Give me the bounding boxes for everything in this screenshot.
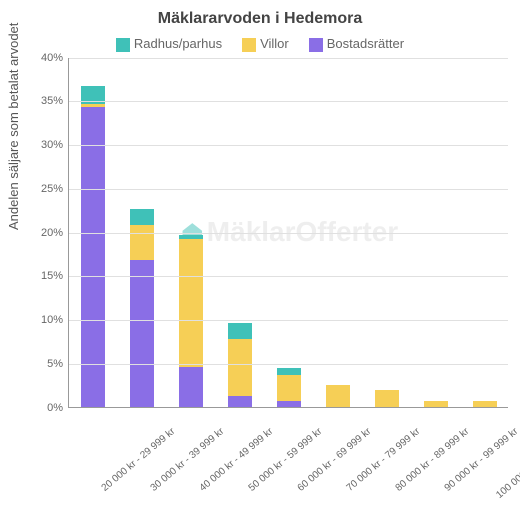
bar-segment-villor <box>277 375 301 401</box>
y-tick-label: 25% <box>29 183 63 195</box>
bar-segment-radhus <box>277 368 301 375</box>
legend-item: Bostadsrätter <box>309 36 404 52</box>
y-tick-label: 15% <box>29 270 63 282</box>
bar-segment-radhus <box>179 235 203 239</box>
gridline <box>69 364 508 365</box>
bar-segment-radhus <box>228 323 252 340</box>
legend-swatch <box>116 38 130 52</box>
legend-label: Villor <box>260 36 289 51</box>
gridline <box>69 276 508 277</box>
bar-segment-bostadsratter <box>81 107 105 406</box>
bar-segment-bostadsratter <box>228 396 252 407</box>
gridline <box>69 233 508 234</box>
y-tick-label: 5% <box>29 358 63 370</box>
chart-title: Mäklararvoden i Hedemora <box>10 10 510 28</box>
bar-segment-villor <box>81 104 105 108</box>
legend-item: Villor <box>242 36 289 52</box>
gridline <box>69 189 508 190</box>
bar-segment-bostadsratter <box>277 401 301 406</box>
y-tick-label: 40% <box>29 52 63 64</box>
y-tick-label: 35% <box>29 95 63 107</box>
bar-segment-villor <box>179 239 203 368</box>
y-tick-label: 10% <box>29 314 63 326</box>
legend-swatch <box>242 38 256 52</box>
legend-swatch <box>309 38 323 52</box>
legend: Radhus/parhus Villor Bostadsrätter <box>10 36 510 52</box>
bar-segment-radhus <box>130 209 154 225</box>
y-tick-label: 0% <box>29 402 63 414</box>
bar-segment-villor <box>375 390 399 407</box>
legend-item: Radhus/parhus <box>116 36 222 52</box>
y-tick-label: 30% <box>29 139 63 151</box>
legend-label: Bostadsrätter <box>327 36 404 51</box>
bar-segment-villor <box>424 401 448 406</box>
plot-area: MäklarOfferter 0%5%10%15%20%25%30%35%40% <box>68 58 508 408</box>
bar-segment-bostadsratter <box>130 260 154 407</box>
bar-segment-villor <box>228 339 252 396</box>
bar-segment-villor <box>473 401 497 406</box>
gridline <box>69 58 508 59</box>
gridline <box>69 320 508 321</box>
y-tick-label: 20% <box>29 227 63 239</box>
gridline <box>69 101 508 102</box>
chart-container: Mäklararvoden i Hedemora Radhus/parhus Vi… <box>0 0 520 520</box>
bar-segment-villor <box>326 385 350 407</box>
y-axis-label: Andelen säljare som betalat arvodet <box>6 23 21 230</box>
gridline <box>69 145 508 146</box>
legend-label: Radhus/parhus <box>134 36 222 51</box>
bar-segment-bostadsratter <box>179 367 203 406</box>
bar-segment-villor <box>130 225 154 260</box>
